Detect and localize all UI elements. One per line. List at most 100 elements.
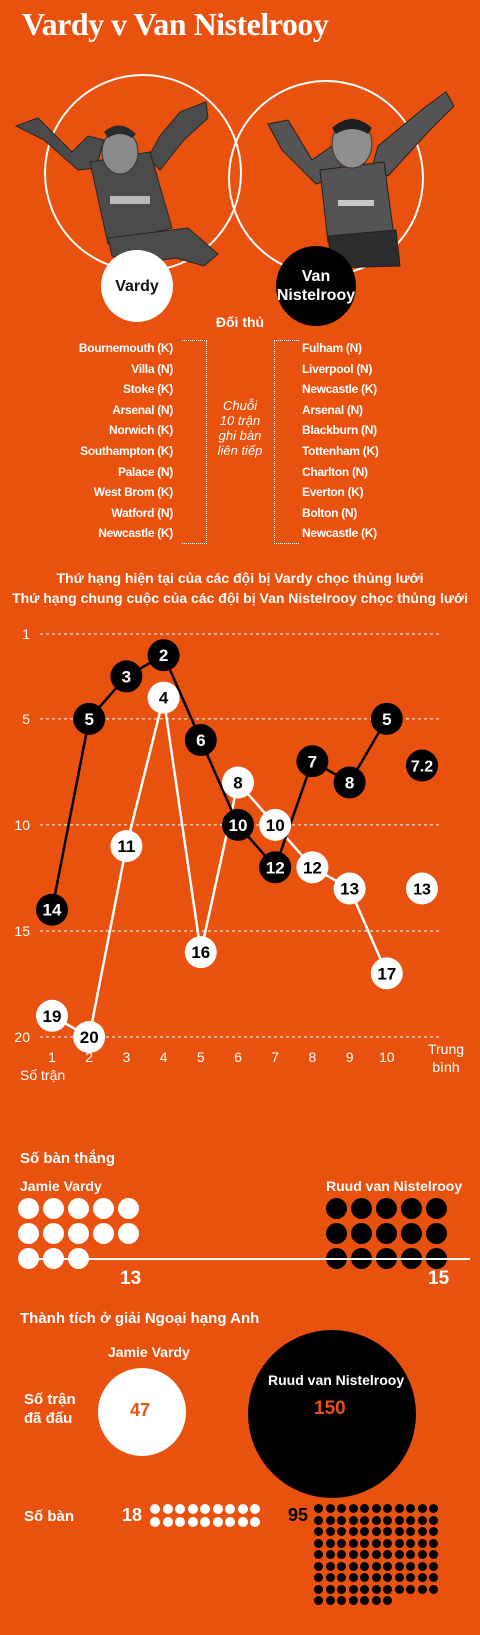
goal-dot bbox=[150, 1516, 160, 1527]
nistelrooy-opponents-list: Fulham (N) Liverpool (N) Newcastle (K) A… bbox=[302, 338, 379, 544]
goal-dot bbox=[406, 1527, 415, 1536]
x-tick-label: 4 bbox=[160, 1049, 168, 1065]
goal-dot bbox=[429, 1515, 438, 1525]
goal-dot bbox=[429, 1573, 438, 1582]
list-item: Bournemouth (K) bbox=[78, 341, 173, 355]
goal-dot bbox=[118, 1223, 139, 1244]
goal-dot bbox=[360, 1584, 369, 1594]
goal-dot bbox=[426, 1223, 447, 1244]
vardy-point bbox=[222, 808, 254, 841]
goal-dot bbox=[348, 1515, 358, 1525]
y-tick-label: 5 bbox=[22, 711, 30, 727]
goal-dot bbox=[325, 1527, 335, 1536]
list-item: Southampton (K) bbox=[80, 443, 173, 458]
vardy-point bbox=[370, 702, 403, 735]
vardy-line bbox=[50, 653, 388, 910]
goal-dot bbox=[371, 1584, 381, 1594]
list-item: Norwich (K) bbox=[108, 423, 173, 438]
goal-dot bbox=[225, 1516, 235, 1527]
goal-dot bbox=[314, 1550, 323, 1559]
goal-dot bbox=[429, 1538, 438, 1548]
list-item: Tottenham (K) bbox=[302, 443, 379, 458]
goal-dot bbox=[314, 1527, 323, 1536]
goal-dot bbox=[394, 1573, 404, 1582]
x-tick-label: 2 bbox=[85, 1049, 93, 1065]
goal-dot bbox=[337, 1550, 346, 1559]
goals-nistelrooy-name: Ruud van Nistelrooy bbox=[326, 1178, 463, 1194]
goal-dot bbox=[394, 1504, 404, 1513]
list-item: Newcastle (K) bbox=[302, 382, 377, 397]
nistelrooy-line bbox=[51, 697, 388, 1039]
nistelrooy-point-label: 8 bbox=[233, 773, 242, 792]
goal-dot bbox=[175, 1516, 185, 1527]
list-item: Newcastle (K) bbox=[302, 526, 377, 541]
vardy-point-label: 14 bbox=[43, 901, 62, 920]
goal-dot bbox=[118, 1198, 139, 1219]
goal-dot bbox=[383, 1515, 392, 1525]
goal-dot bbox=[150, 1504, 160, 1514]
nistelrooy-point-label: 12 bbox=[303, 858, 322, 877]
list-item: Blackburn (N) bbox=[302, 423, 377, 438]
goal-dot bbox=[250, 1504, 260, 1514]
goal-dot bbox=[371, 1561, 381, 1571]
goal-dot bbox=[371, 1538, 381, 1548]
vardy-point bbox=[147, 639, 180, 672]
goal-dot bbox=[43, 1223, 64, 1244]
vardy-average-label: 7.2 bbox=[411, 759, 433, 776]
premier-vardy-goal-dots bbox=[150, 1504, 270, 1534]
goal-dot bbox=[360, 1561, 369, 1571]
average-label: bình bbox=[432, 1059, 459, 1075]
average-label: Trung bbox=[428, 1041, 464, 1057]
goals-label: Số bàn bbox=[24, 1508, 75, 1525]
goal-dot bbox=[325, 1504, 335, 1513]
goal-dot bbox=[371, 1504, 381, 1513]
goal-dot bbox=[200, 1516, 210, 1527]
goal-dot bbox=[351, 1198, 372, 1219]
goal-dot bbox=[406, 1538, 415, 1548]
goal-dot bbox=[383, 1573, 392, 1582]
vardy-point bbox=[296, 745, 329, 778]
goals-nistelrooy-dots bbox=[326, 1198, 456, 1278]
nistelrooy-streak-bracket bbox=[274, 340, 299, 544]
chart-grid bbox=[40, 633, 440, 1038]
goal-dot bbox=[360, 1538, 369, 1548]
goal-dot bbox=[429, 1550, 438, 1559]
goal-dot bbox=[371, 1515, 381, 1525]
goal-dot bbox=[325, 1538, 335, 1548]
goal-dot bbox=[326, 1223, 347, 1244]
vardy-point-label: 8 bbox=[345, 773, 354, 792]
goal-dot bbox=[43, 1198, 64, 1219]
goal-dot bbox=[237, 1516, 248, 1527]
list-item: Fulham (N) bbox=[302, 341, 362, 355]
nistelrooy-point-label: 10 bbox=[266, 816, 285, 835]
goal-dot bbox=[383, 1504, 392, 1513]
goal-dot bbox=[426, 1198, 447, 1219]
goal-dot bbox=[360, 1596, 369, 1605]
vardy-point bbox=[110, 660, 143, 693]
section-divider bbox=[20, 1258, 470, 1260]
goal-dot bbox=[348, 1550, 358, 1559]
goal-dot bbox=[376, 1198, 397, 1219]
goal-dot bbox=[417, 1515, 427, 1525]
nistelrooy-point bbox=[259, 808, 292, 841]
goal-dot bbox=[394, 1527, 404, 1536]
vardy-name-bubble: Vardy bbox=[101, 250, 173, 322]
goal-dot bbox=[212, 1516, 223, 1527]
goal-dot bbox=[360, 1550, 369, 1559]
goal-dot bbox=[406, 1561, 415, 1571]
goal-dot bbox=[360, 1515, 369, 1525]
goal-dot bbox=[325, 1596, 335, 1605]
list-item: West Brom (K) bbox=[93, 485, 174, 500]
premier-heading: Thành tích ở giải Ngoại hạng Anh bbox=[20, 1310, 260, 1327]
vardy-point bbox=[184, 724, 217, 757]
goal-dot bbox=[406, 1504, 415, 1513]
goal-dot bbox=[394, 1561, 404, 1571]
list-item: Liverpool (N) bbox=[302, 361, 373, 376]
goal-dot bbox=[348, 1504, 358, 1513]
list-item: Villa (N) bbox=[131, 361, 173, 376]
premier-nistelrooy-goals: 95 bbox=[288, 1505, 309, 1525]
nistelrooy-point bbox=[184, 936, 217, 969]
list-item: Newcastle (K) bbox=[98, 526, 173, 541]
goal-dot bbox=[314, 1561, 323, 1571]
vardy-photo bbox=[14, 101, 219, 277]
